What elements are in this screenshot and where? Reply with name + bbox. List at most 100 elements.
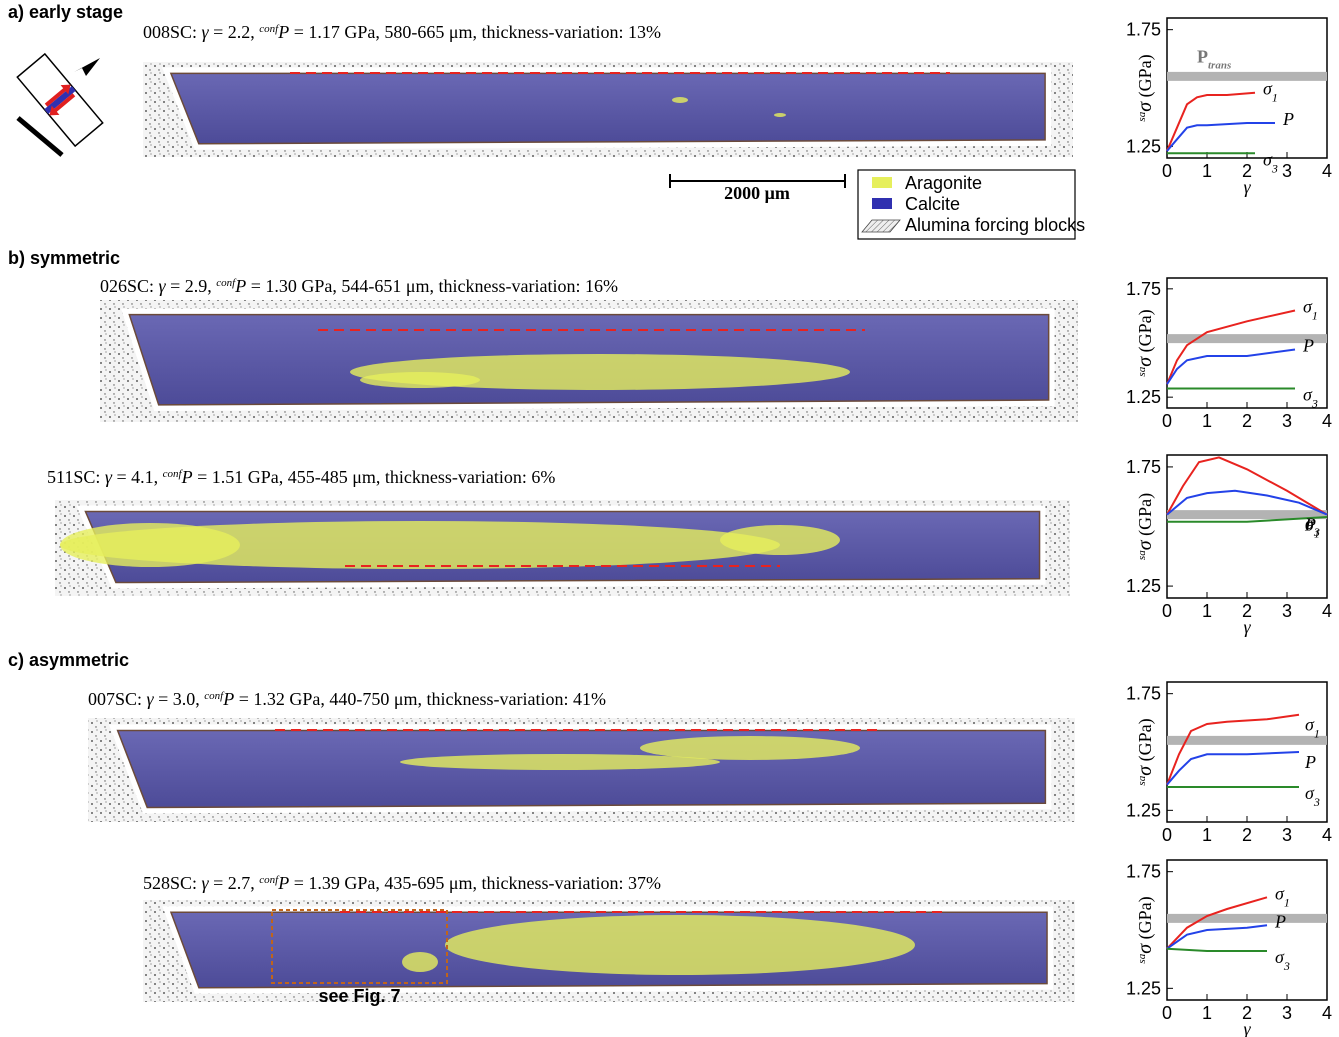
x-tick-label: 4 [1322,1003,1332,1023]
sample-caption: 007SC: γ = 3.0, confP = 1.32 GPa, 440-75… [88,689,606,709]
y-tick-label: 1.75 [1126,20,1161,40]
y-tick-label: 1.25 [1126,800,1161,820]
label-part: = 2.9, [166,276,217,296]
micrograph [100,300,1078,422]
sample-caption: 528SC: γ = 2.7, confP = 1.39 GPa, 435-69… [143,873,661,893]
label-part: P [1197,46,1208,66]
label-part: 026SC: [100,276,159,296]
label-part: 1 [1284,895,1290,909]
sample-caption: 008SC: γ = 2.2, confP = 1.17 GPa, 580-66… [143,22,661,42]
y-axis-label: saσ (GPa) [1134,54,1156,121]
x-tick-label: 1 [1202,1003,1212,1023]
label-part: P [277,22,289,42]
label-part: sa [1136,775,1148,785]
y-tick-label: 1.25 [1126,136,1161,156]
label-part: sa [1136,111,1148,121]
label-part: 528SC: [143,873,202,893]
x-axis-label: γ [1243,1019,1251,1037]
label-part: 3 [1283,959,1290,973]
label-part: 3 [1313,795,1320,809]
sample-caption: 511SC: γ = 4.1, confP = 1.51 GPa, 455-48… [47,467,555,487]
x-tick-label: 0 [1162,1003,1172,1023]
x-tick-label: 3 [1282,161,1292,181]
panel-label: b) symmetric [8,248,120,268]
x-tick-label: 4 [1322,825,1332,845]
x-tick-label: 3 [1282,825,1292,845]
x-tick-label: 0 [1162,411,1172,431]
chart [1167,682,1327,822]
label-part: conf [216,277,237,289]
label-part: 1 [1312,309,1318,323]
label-part: = 1.30 GPa, 544-651 μm, thickness-variat… [246,276,618,296]
plot-area [1167,455,1327,598]
label-part: = 2.2, [209,22,260,42]
calcite [171,73,1045,143]
label-part: conf [204,690,225,702]
x-tick-label: 1 [1202,411,1212,431]
label-part: P [277,873,289,893]
shear-icon [17,54,102,155]
inset-label: see Fig. 7 [318,986,400,1006]
x-tick-label: 2 [1242,825,1252,845]
y-axis-label: saσ (GPa) [1134,309,1156,376]
label-part: = 1.17 GPa, 580-665 μm, thickness-variat… [289,22,661,42]
label-part: = 1.51 GPa, 455-485 μm, thickness-variat… [193,467,556,487]
label-part: sa [1136,366,1148,376]
series-label: P [1304,752,1316,772]
y-tick-label: 1.75 [1126,684,1161,704]
label-part: P [222,689,234,709]
y-tick-label: 1.75 [1126,862,1161,882]
label-part: = 4.1, [112,467,163,487]
y-tick-label: 1.75 [1126,457,1161,477]
label-part: (GPa) [1135,896,1156,944]
label-part: (GPa) [1135,493,1156,541]
label-part: 1 [1272,91,1278,105]
label-part: P [1302,336,1314,356]
label-part: 3 [1271,161,1278,175]
aragonite [445,915,915,975]
plot-area [1167,682,1327,822]
micrograph [55,500,1070,596]
x-tick-label: 3 [1282,411,1292,431]
micrograph [143,62,1073,157]
legend-label: Calcite [905,194,960,214]
y-axis-label: saσ (GPa) [1134,718,1156,785]
label-part: = 2.7, [209,873,260,893]
x-tick-label: 4 [1322,411,1332,431]
legend-label: Alumina forcing blocks [905,215,1085,235]
label-part: = 1.32 GPa, 440-750 μm, thickness-variat… [234,689,606,709]
aragonite [720,525,840,555]
label-part: trans [1208,59,1231,71]
label-part: P [1274,911,1286,931]
x-tick-label: 4 [1322,161,1332,181]
x-axis-label: γ [1243,177,1251,197]
label-part: 511SC: [47,467,105,487]
aragonite [60,523,240,567]
figure: 2000 μm Aragonite Calcite Alumina forcin… [0,0,1339,1037]
x-tick-label: 1 [1202,601,1212,621]
x-tick-label: 1 [1202,161,1212,181]
aragonite [360,372,480,388]
label-part: (GPa) [1135,54,1156,102]
label-part: = 1.39 GPa, 435-695 μm, thickness-variat… [289,873,661,893]
y-tick-label: 1.25 [1126,387,1161,407]
panel-label: a) early stage [8,2,123,22]
label-part: 008SC: [143,22,202,42]
legend-label: Aragonite [905,173,982,193]
panel-label: c) asymmetric [8,650,129,670]
label-part: conf [259,874,280,886]
chart [1167,860,1327,1000]
aragonite [774,113,786,117]
label-part: P [181,467,193,487]
micrograph [88,718,1075,822]
label-part: (GPa) [1135,309,1156,357]
plot-area [1167,18,1327,158]
label-part: P [1282,109,1294,129]
label-part: conf [163,468,184,480]
plot-area [1167,860,1327,1000]
label-part: P [234,276,246,296]
aragonite [672,97,688,103]
y-tick-label: 1.75 [1126,279,1161,299]
aragonite [400,754,720,770]
x-tick-label: 0 [1162,161,1172,181]
